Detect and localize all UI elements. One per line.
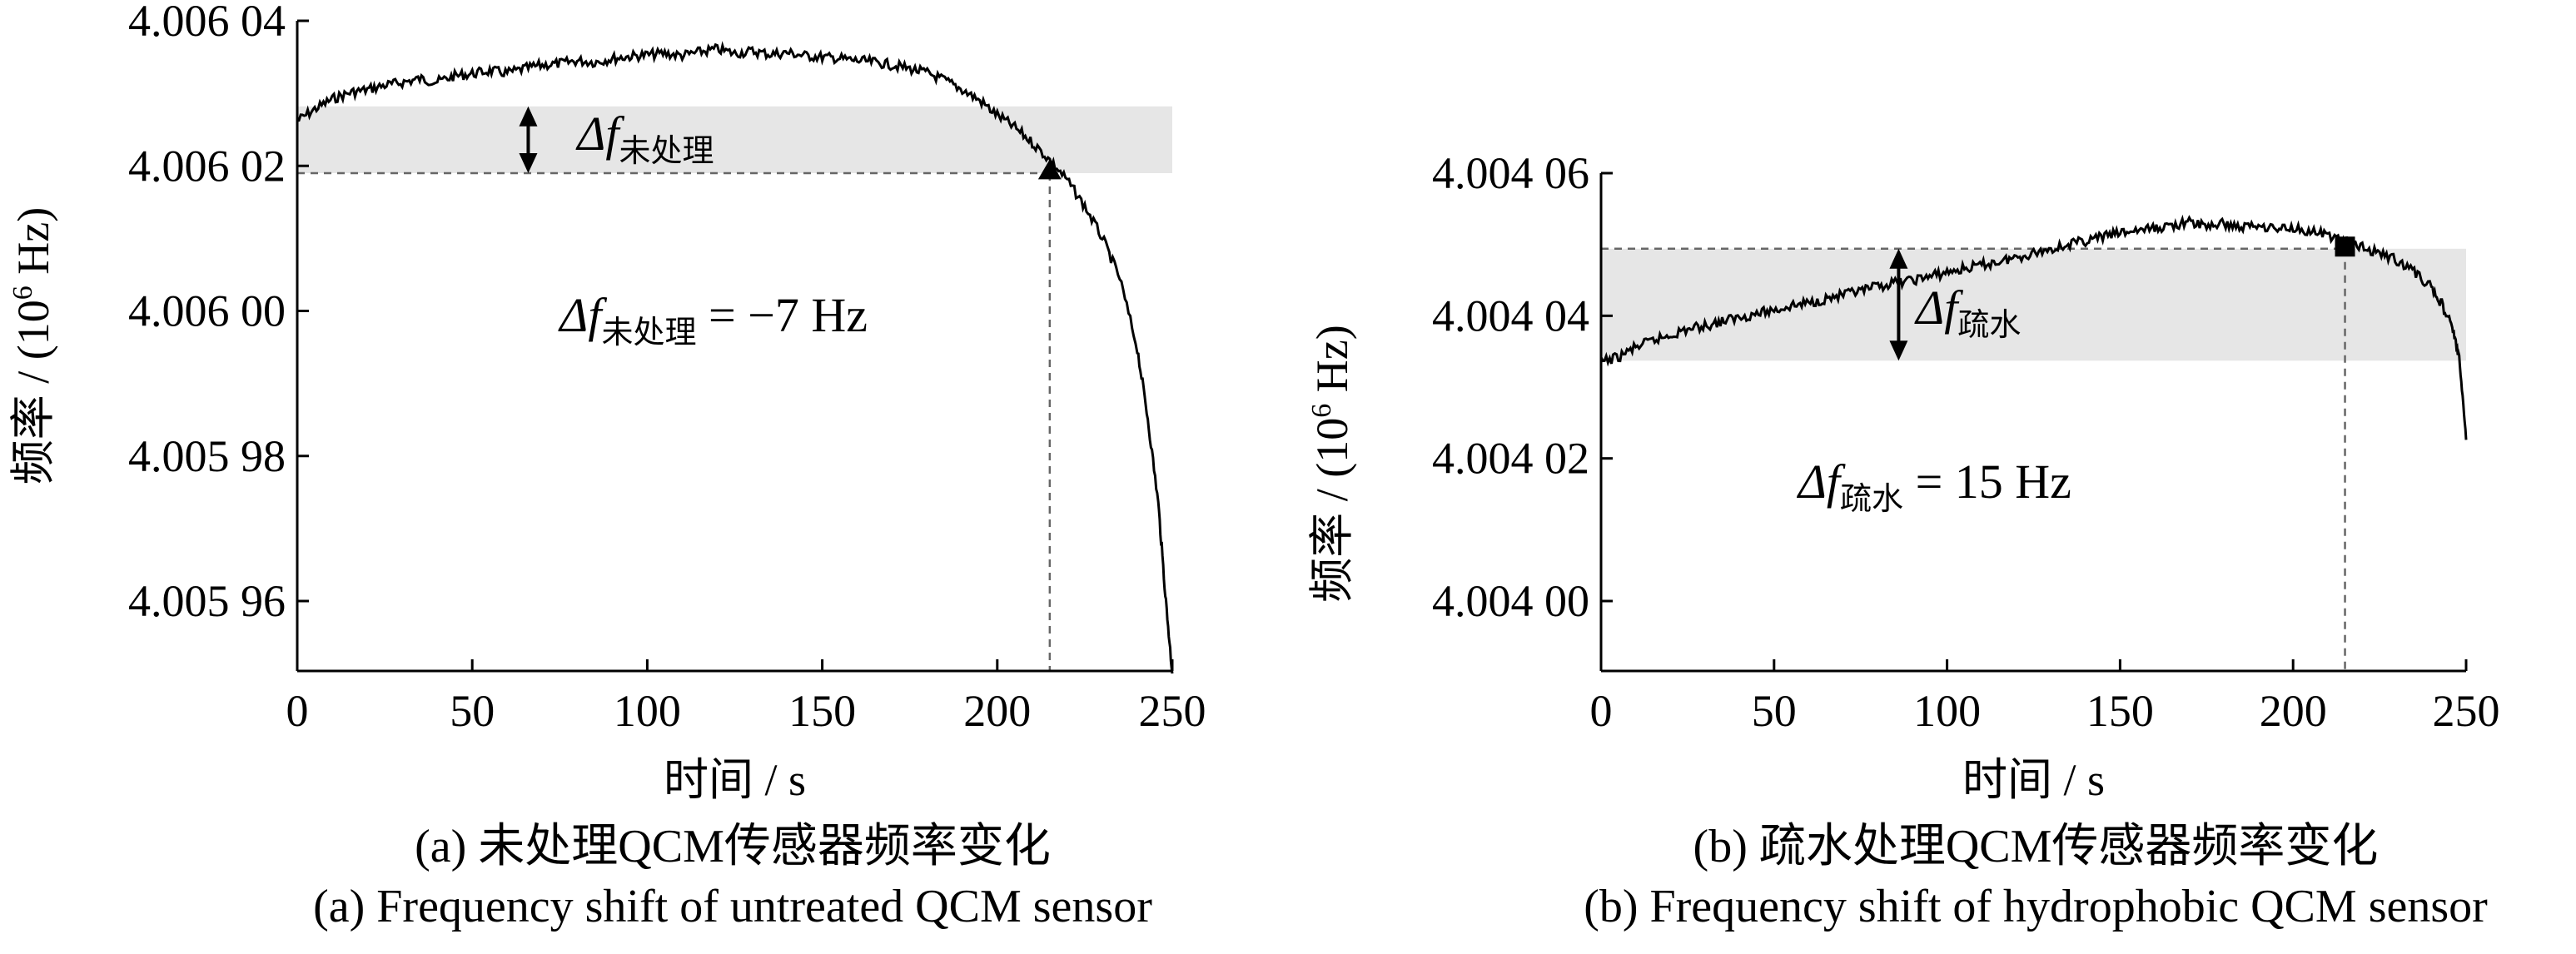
data-marker-triangle: [1037, 159, 1062, 180]
x-axis-label: 时间 / s: [1962, 755, 2105, 805]
y-tick-label: 4.006 02: [128, 141, 286, 191]
delta-annotation: Δf疏水 = 15 Hz: [1797, 455, 2071, 517]
x-tick-label: 200: [2260, 686, 2327, 736]
delta-arrow-head-down: [1889, 340, 1908, 361]
y-tick-label: 4.004 04: [1432, 291, 1589, 340]
delta-annotation-value: = −7 Hz: [696, 288, 868, 342]
delta-arrow-head-up: [1889, 248, 1908, 269]
y-tick-label: 4.006 00: [128, 286, 286, 336]
delta-arrow-label: Δf疏水: [1914, 281, 2021, 343]
y-axis-label: 频率 / (106 Hz): [1306, 325, 1357, 602]
caption-chinese: (a) 未处理QCM传感器频率变化: [415, 821, 1051, 872]
delta-arrow-head-up: [519, 106, 538, 127]
x-tick-label: 50: [450, 686, 495, 736]
delta-annotation-sub: 未处理: [601, 316, 696, 350]
shaded-band: [297, 106, 1172, 173]
delta-annotation-main: Δf: [1797, 455, 1846, 509]
y-tick-label: 4.005 96: [128, 576, 286, 626]
x-tick-label: 150: [2086, 686, 2154, 736]
delta-arrow-head-down: [519, 152, 538, 173]
x-tick-label: 250: [2433, 686, 2500, 736]
y-axis-label-main: 频率 / (10: [1307, 418, 1357, 603]
y-tick-label: 4.005 98: [128, 431, 286, 481]
x-tick-label: 0: [286, 686, 309, 736]
y-axis-label-sup: 6: [1306, 404, 1337, 418]
delta-annotation: Δf未处理 = −7 Hz: [558, 288, 868, 350]
delta-arrow-label-main: Δf: [1914, 281, 1963, 335]
caption-english: (b) Frequency shift of hydrophobic QCM s…: [1584, 881, 2488, 932]
series-line: [296, 41, 1174, 674]
delta-annotation-sub: 疏水: [1840, 482, 1903, 517]
x-tick-label: 150: [788, 686, 856, 736]
x-tick-label: 100: [614, 686, 681, 736]
delta-arrow-label-sub: 疏水: [1957, 308, 2021, 343]
data-marker-square: [2335, 236, 2355, 257]
y-axis-label-sup: 6: [7, 286, 38, 300]
y-axis-label-main: 频率 / (10: [8, 300, 58, 484]
delta-annotation-main: Δf: [558, 288, 607, 342]
caption-english: (a) Frequency shift of untreated QCM sen…: [313, 881, 1152, 932]
delta-arrow-label: Δf未处理: [575, 107, 714, 169]
delta-annotation-value: = 15 Hz: [1903, 455, 2071, 509]
y-tick-label: 4.006 04: [128, 0, 286, 46]
y-axis-label-end: Hz): [8, 207, 58, 286]
caption-chinese: (b) 疏水处理QCM传感器频率变化: [1693, 821, 2379, 872]
x-tick-label: 0: [1590, 686, 1613, 736]
y-axis-label-end: Hz): [1307, 325, 1357, 403]
shaded-band: [1601, 248, 2466, 361]
delta-arrow-label-main: Δf: [575, 107, 624, 161]
y-axis-label: 频率 / (106 Hz): [7, 207, 58, 484]
y-tick-label: 4.004 00: [1432, 576, 1589, 626]
y-tick-label: 4.004 02: [1432, 434, 1589, 484]
x-tick-label: 100: [1913, 686, 1981, 736]
y-tick-label: 4.004 06: [1432, 148, 1589, 198]
delta-arrow-label-sub: 未处理: [619, 134, 714, 169]
x-tick-label: 200: [963, 686, 1031, 736]
x-tick-label: 50: [1752, 686, 1797, 736]
x-tick-label: 250: [1139, 686, 1206, 736]
x-axis-label: 时间 / s: [664, 755, 806, 805]
